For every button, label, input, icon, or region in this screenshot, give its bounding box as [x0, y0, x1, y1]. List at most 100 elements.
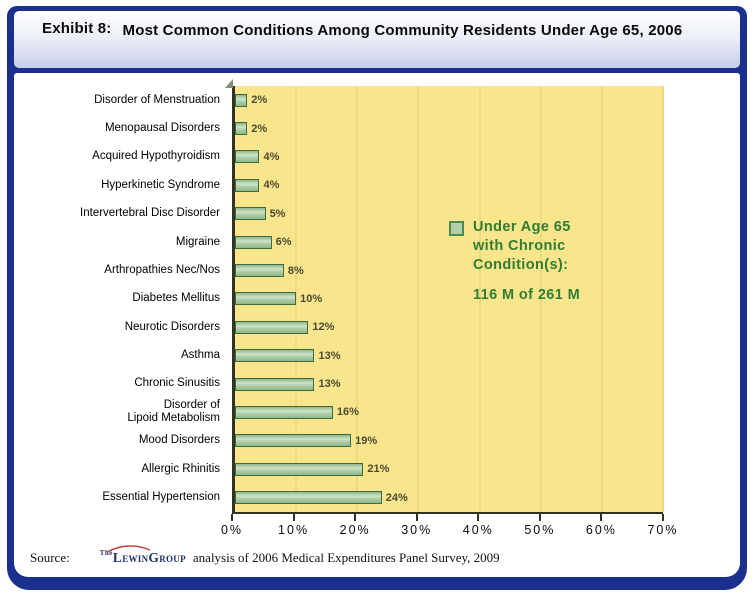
bar-row: 19% [235, 427, 663, 455]
legend-swatch [449, 221, 464, 237]
bar [235, 264, 284, 278]
bar-value-label: 2% [251, 94, 268, 107]
category-label: Migraine [175, 235, 220, 248]
x-tick-mark [231, 514, 233, 521]
bar-value-label: 12% [312, 321, 335, 334]
category-label: Arthropathies Nec/Nos [104, 263, 220, 276]
category-label: Hyperkinetic Syndrome [101, 178, 220, 191]
bar-row: 12% [235, 313, 663, 341]
legend-value: 116 M of 261 M [473, 286, 581, 303]
bar [235, 93, 248, 107]
category-label: Intervertebral Disc Disorder [80, 207, 220, 220]
x-tick-mark [477, 514, 480, 521]
page-title: Most Common Conditions Among Community R… [122, 22, 683, 39]
bar-row: 4% [235, 143, 663, 171]
bar-value-label: 4% [263, 179, 280, 192]
source-label: Source: [30, 550, 70, 565]
x-tick-label: 0% [220, 523, 244, 537]
source-line: Source: TheLewinGroup analysis of 2006 M… [30, 545, 500, 566]
exhibit-number: Exhibit 8: [42, 20, 112, 37]
category-label: Essential Hypertension [102, 491, 220, 504]
logo-the: The [99, 549, 113, 557]
x-tick-label: 50% [524, 523, 556, 537]
chart-panel: Disorder of Menstruation Menopausal Disor… [14, 73, 740, 577]
plot-area: 2% 2% 4% 4% 5% 6% 8% 10% 12% 13% 13% 16% 19% 21% 24% U… [225, 79, 664, 514]
bar [235, 405, 333, 419]
x-tick-label: 70% [647, 523, 679, 537]
category-labels: Disorder of Menstruation Menopausal Disor… [14, 86, 220, 512]
bar-row: 2% [235, 86, 663, 114]
bar [235, 292, 297, 306]
legend-label: Under Age 65 with Chronic Condition(s): [473, 219, 571, 273]
title-banner: Exhibit 8: Most Common Conditions Among … [14, 11, 740, 68]
bar [235, 235, 272, 249]
x-tick-label: 10% [278, 523, 310, 537]
x-tick-mark [600, 514, 603, 521]
bar-row: 8% [235, 256, 663, 284]
bar-value-label: 8% [287, 264, 304, 277]
category-label: Diabetes Mellitus [132, 292, 220, 305]
legend-text: Under Age 65 with Chronic Condition(s): … [473, 218, 580, 304]
bar-value-label: 13% [318, 378, 341, 391]
bar [235, 207, 266, 221]
bar-row: 21% [235, 455, 663, 483]
bar-value-label: 13% [318, 349, 341, 362]
bar-row: 5% [235, 200, 663, 228]
bar-value-label: 21% [367, 463, 390, 476]
legend: Under Age 65 with Chronic Condition(s): … [449, 218, 644, 304]
category-label: Acquired Hypothyroidism [92, 150, 220, 163]
gridline [539, 86, 542, 512]
category-label: Disorder of Menstruation [94, 93, 220, 106]
bar-value-label: 10% [300, 292, 323, 305]
x-tick-mark [662, 514, 664, 521]
category-label: Menopausal Disorders [104, 121, 220, 134]
bar-value-label: 4% [263, 150, 280, 163]
x-tick-mark [354, 514, 357, 521]
category-label: Chronic Sinusitis [134, 377, 220, 390]
category-label: Asthma [181, 349, 220, 362]
bar [235, 349, 315, 363]
x-tick-mark [415, 514, 418, 521]
gridline [478, 86, 481, 512]
source-text: analysis of 2006 Medical Expenditures Pa… [192, 550, 500, 565]
category-label: Allergic Rhinitis [141, 462, 220, 475]
category-label: Neurotic Disorders [124, 320, 220, 333]
x-tick-label: 40% [462, 523, 494, 537]
bar-row: 24% [235, 483, 663, 511]
bar-value-label: 16% [336, 406, 359, 419]
bar [235, 150, 260, 164]
bar-value-label: 2% [251, 122, 268, 135]
bar-row: 10% [235, 285, 663, 313]
x-axis: 0% 10% 20% 30% 40% 50% 60% 70% [221, 514, 677, 544]
gridline [356, 86, 359, 512]
slide-frame: Exhibit 8: Most Common Conditions Among … [7, 6, 747, 590]
bar [235, 377, 315, 391]
bar [235, 122, 248, 136]
x-tick-mark [292, 514, 295, 521]
bar-row: 13% [235, 342, 663, 370]
bar [235, 320, 309, 334]
bar-rows: 2% 2% 4% 4% 5% 6% 8% 10% 12% 13% 13% 16% 19% 21% 24% [235, 86, 663, 512]
bar-row: 13% [235, 370, 663, 398]
logo-main: LewinGroup [112, 550, 186, 565]
x-tick-label: 60% [585, 523, 617, 537]
bar [235, 491, 382, 505]
gridline [600, 86, 603, 512]
axis-3d-notch [225, 79, 233, 88]
bar-value-label: 6% [275, 236, 292, 249]
gridline [417, 86, 420, 512]
category-label: Disorder of Lipoid Metabolism [127, 399, 220, 425]
gridline [662, 86, 664, 512]
category-label: Mood Disorders [138, 434, 220, 447]
bar-row: 6% [235, 228, 663, 256]
x-tick-label: 20% [339, 523, 371, 537]
bar-value-label: 24% [385, 491, 408, 504]
bar-row: 2% [235, 114, 663, 142]
bar-row: 4% [235, 171, 663, 199]
x-tick-mark [538, 514, 541, 521]
gridline [295, 86, 298, 512]
bar-row: 16% [235, 398, 663, 426]
bar [235, 434, 352, 448]
bar-value-label: 19% [355, 434, 378, 447]
bar [235, 178, 260, 192]
